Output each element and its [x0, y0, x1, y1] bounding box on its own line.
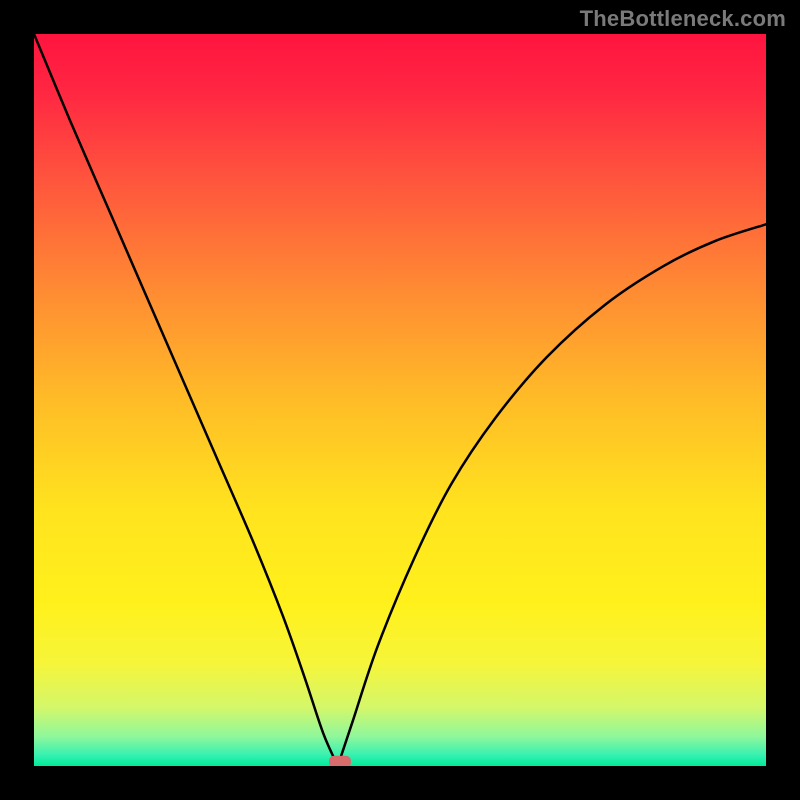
plot-area — [34, 34, 766, 766]
chart-frame: TheBottleneck.com — [0, 0, 800, 800]
chart-svg — [34, 34, 766, 766]
watermark-text: TheBottleneck.com — [580, 6, 786, 32]
vertex-marker — [329, 756, 351, 766]
gradient-background — [34, 34, 766, 766]
